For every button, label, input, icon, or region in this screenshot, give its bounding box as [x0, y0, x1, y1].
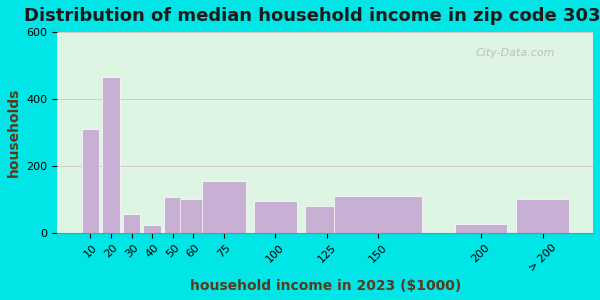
Bar [305, 206, 349, 233]
Bar [82, 129, 99, 233]
Bar [123, 214, 140, 233]
Bar [202, 181, 246, 233]
Bar [164, 196, 181, 233]
X-axis label: household income in 2023 ($1000): household income in 2023 ($1000) [190, 279, 461, 293]
Bar [334, 196, 422, 233]
Bar [455, 224, 507, 233]
Title: Distribution of median household income in zip code 30303: Distribution of median household income … [25, 7, 600, 25]
Y-axis label: households: households [7, 88, 21, 177]
Text: City-Data.com: City-Data.com [475, 48, 554, 58]
Bar [180, 199, 206, 233]
Bar [143, 225, 161, 233]
Bar [517, 199, 569, 233]
Bar [102, 77, 120, 233]
Bar [254, 201, 297, 233]
